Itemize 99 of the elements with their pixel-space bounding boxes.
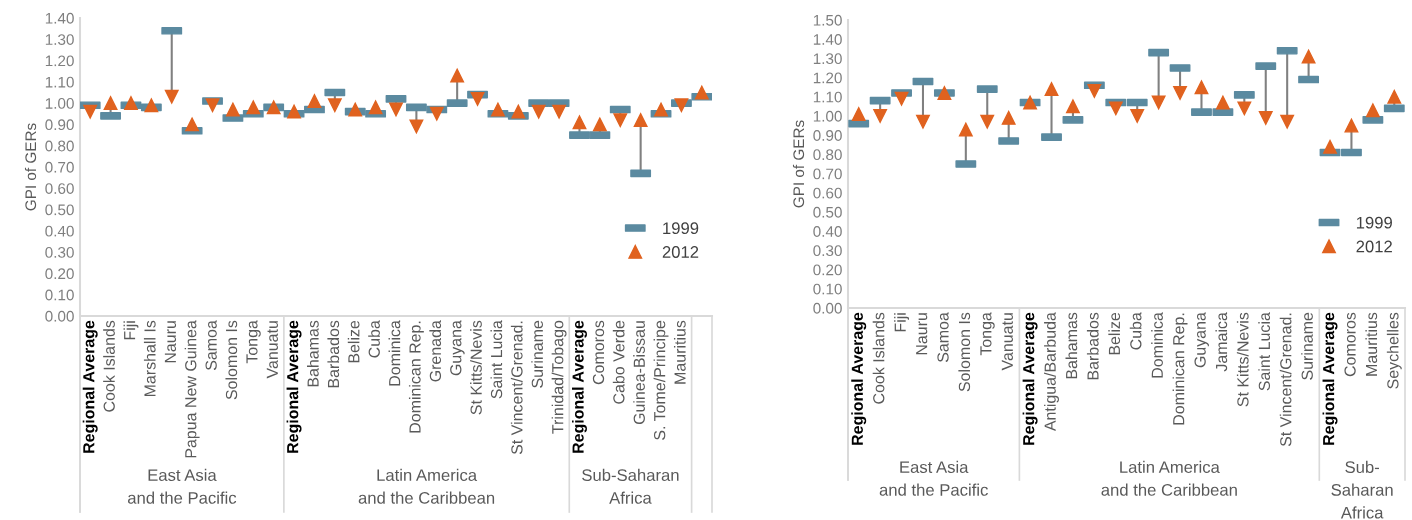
y-tick-label: 1.00: [813, 110, 842, 122]
legend-label: 1999: [663, 222, 699, 235]
x-tick-label: St Vincent/Grenad.: [1279, 313, 1292, 447]
x-tick-label: Fiji: [894, 313, 909, 332]
y-tick-label: 1.00: [45, 98, 74, 109]
x-tick-label: Cook Islands: [872, 312, 885, 404]
y-tick-label: 0.70: [813, 168, 842, 180]
x-tick-label: Regional Average: [82, 320, 98, 453]
y-tick-label: 0.80: [813, 149, 842, 161]
x-tick-label: Samoa: [937, 312, 949, 363]
y-tick-label: 1.20: [45, 55, 74, 67]
x-tick-label: Guyana: [450, 320, 465, 376]
x-tick-label: Bahamas: [1065, 312, 1078, 379]
y-tick-label: 0.10: [813, 283, 842, 295]
x-tick-label: Vanuatu: [266, 321, 278, 379]
x-tick-label: Belize: [1108, 312, 1121, 355]
y-tick-label: 1.30: [45, 34, 74, 45]
x-tick-label: Regional Average: [572, 320, 587, 453]
x-tick-label: Suriname: [1301, 312, 1313, 380]
x-tick-label: Solomon Is: [225, 320, 238, 400]
x-tick-label: Bahamas: [307, 320, 319, 387]
x-tick-label: Cuba: [1129, 312, 1142, 350]
y-tick-label: 0.90: [45, 119, 74, 131]
y-tick-label: 1.50: [813, 14, 842, 26]
x-tick-label: Suriname: [531, 320, 543, 388]
x-tick-label: Barbados: [327, 320, 340, 388]
y-tick-label: 0.10: [45, 289, 74, 301]
x-tick-label: St Kitts/Nevis: [470, 320, 482, 415]
x-tick-label: Dominica: [1151, 312, 1163, 378]
x-tick-label: Dominican Rep.: [1172, 313, 1188, 425]
y-tick-label: 1.30: [813, 53, 842, 65]
x-tick-label: Cuba: [368, 320, 380, 358]
text: Latin America and the Caribbean: [358, 468, 495, 504]
x-tick-label: Saint Lucia: [490, 320, 503, 399]
x-tick-label: Guinea-Bissau: [633, 321, 645, 425]
x-tick-label: Vanuatu: [1001, 313, 1013, 371]
text: East Asia and the Pacific: [127, 468, 237, 504]
y-tick-label: 1.10: [45, 76, 74, 88]
y-axis-title: GPI of GERs: [24, 123, 37, 211]
x-tick-label: Seychelles: [1386, 312, 1402, 389]
text: East Asia and the Pacific: [879, 460, 988, 496]
y-tick-label: 0.40: [813, 226, 842, 237]
y-tick-label: 0.30: [813, 245, 842, 257]
x-tick-label: Jamaica: [1215, 312, 1228, 372]
y-tick-label: 0.20: [45, 268, 74, 280]
x-tick-label: Nauru: [916, 313, 928, 355]
x-tick-label: Dominican Rep.: [408, 321, 424, 433]
x-tick-label: Regional Average: [1322, 312, 1338, 445]
legend-label: 2012: [662, 246, 699, 258]
x-tick-label: Belize: [347, 320, 360, 363]
y-tick-label: 0.00: [45, 310, 74, 322]
x-tick-label: Papua New Guinea: [184, 320, 200, 458]
x-tick-label: Tonga: [980, 312, 995, 356]
x-tick-label: Fiji: [123, 321, 139, 340]
y-tick-label: 0.50: [813, 206, 842, 218]
x-tick-label: Samoa: [205, 320, 217, 371]
x-tick-label: Saint Lucia: [1258, 312, 1271, 391]
legend-label: 2012: [1356, 240, 1392, 253]
x-tick-label: Barbados: [1086, 312, 1099, 380]
y-tick-label: 0.90: [813, 130, 842, 141]
y-tick-label: 0.80: [45, 140, 74, 152]
legend-label: 1999: [1356, 216, 1392, 229]
x-tick-label: Grenada: [429, 320, 442, 382]
x-tick-label: Mauritius: [1365, 312, 1378, 376]
y-tick-label: 0.30: [45, 247, 74, 258]
x-tick-label: Cook Islands: [103, 320, 115, 412]
x-tick-label: Solomon Is: [958, 312, 971, 392]
y-axis-title: GPI of GERs: [792, 120, 805, 208]
text: Latin America and the Caribbean: [1101, 460, 1237, 496]
y-tick-label: 0.50: [45, 204, 74, 216]
x-tick-label: Comoros: [1344, 312, 1356, 377]
x-tick-label: Regional Average: [1022, 312, 1038, 445]
x-tick-label: Regional Average: [286, 320, 302, 453]
x-tick-label: Mauritius: [673, 320, 686, 384]
y-tick-label: 0.60: [45, 183, 74, 194]
x-tick-label: Tonga: [246, 320, 261, 364]
y-tick-label: 1.40: [813, 34, 842, 45]
x-tick-label: Cabo Verde: [612, 320, 625, 404]
text: Sub-Saharan Africa: [582, 468, 679, 504]
y-tick-label: 1.20: [813, 72, 842, 84]
y-tick-label: 0.20: [813, 264, 842, 276]
x-tick-label: St Vincent/Grenad.: [510, 321, 523, 455]
y-tick-label: 1.10: [813, 91, 842, 103]
x-tick-label: Antigua/Barbuda: [1044, 312, 1059, 432]
x-tick-label: Comoros: [592, 320, 605, 385]
x-tick-label: Trinidad/Tobago: [551, 320, 567, 434]
y-tick-label: 0.60: [813, 187, 842, 199]
y-tick-label: 0.40: [45, 225, 74, 237]
y-tick-label: 1.40: [45, 12, 74, 24]
x-tick-label: Nauru: [164, 321, 177, 363]
x-tick-label: Marshall Is: [143, 320, 156, 397]
x-tick-label: Dominica: [388, 320, 401, 386]
x-tick-label: S. Tome/Principe: [653, 320, 669, 440]
x-tick-label: Regional Average: [851, 312, 867, 445]
text: Sub- Saharan Africa: [1331, 460, 1393, 519]
y-tick-label: 0.70: [45, 161, 74, 173]
x-tick-label: Guyana: [1194, 312, 1209, 368]
y-tick-label: 0.00: [813, 302, 842, 314]
x-tick-label: St Kitts/Nevis: [1236, 312, 1249, 407]
